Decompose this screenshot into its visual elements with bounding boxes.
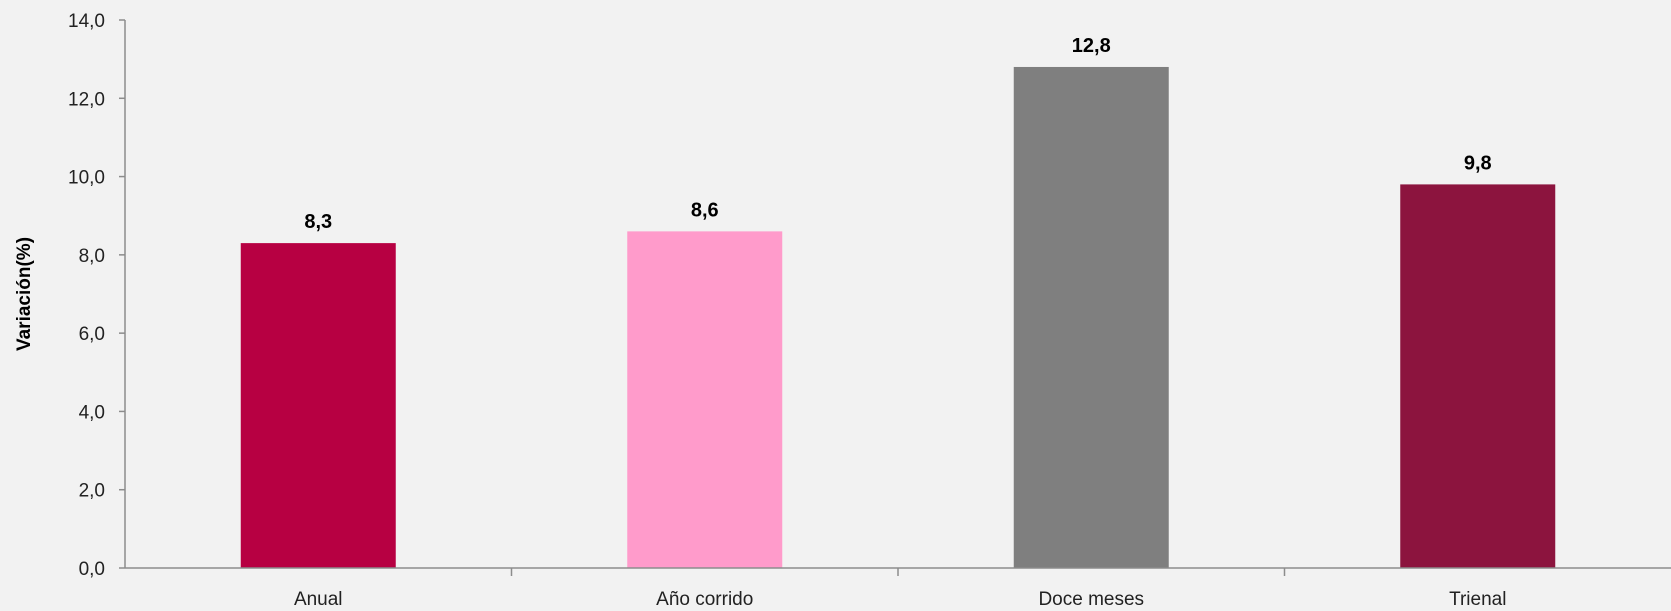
- x-category-label-4: Trienal: [1449, 589, 1506, 610]
- y-tick-label: 0,0: [79, 559, 105, 580]
- data-labels: 8,3 8,6 12,8 9,8: [304, 35, 1491, 233]
- data-label-2: 8,6: [691, 199, 719, 221]
- y-tick-label: 12,0: [68, 89, 105, 110]
- y-tick-label: 10,0: [68, 168, 105, 189]
- x-category-label-2: Año corrido: [656, 589, 753, 610]
- x-axis-ticks: Anual Año corrido Doce meses Trienal: [294, 568, 1506, 610]
- y-tick-label: 2,0: [79, 481, 105, 502]
- y-tick-label: 6,0: [79, 324, 105, 345]
- bar-2: [627, 231, 783, 568]
- y-tick-label: 14,0: [68, 11, 105, 32]
- bar-1: [240, 243, 396, 568]
- x-category-label-3: Doce meses: [1038, 589, 1144, 610]
- x-category-label-1: Anual: [294, 589, 343, 610]
- data-label-4: 9,8: [1464, 152, 1492, 174]
- bar-3: [1013, 66, 1169, 568]
- y-tick-label: 8,0: [79, 246, 105, 267]
- y-axis-ticks: 0,0 2,0 4,0 6,0 8,0 10,0 12,0 14,0: [68, 11, 125, 580]
- bar-4: [1400, 184, 1556, 568]
- y-axis-title: Variación(%): [14, 237, 35, 351]
- data-label-3: 12,8: [1072, 35, 1111, 57]
- data-label-1: 8,3: [304, 211, 332, 233]
- y-tick-label: 4,0: [79, 402, 105, 423]
- bars: [240, 66, 1556, 568]
